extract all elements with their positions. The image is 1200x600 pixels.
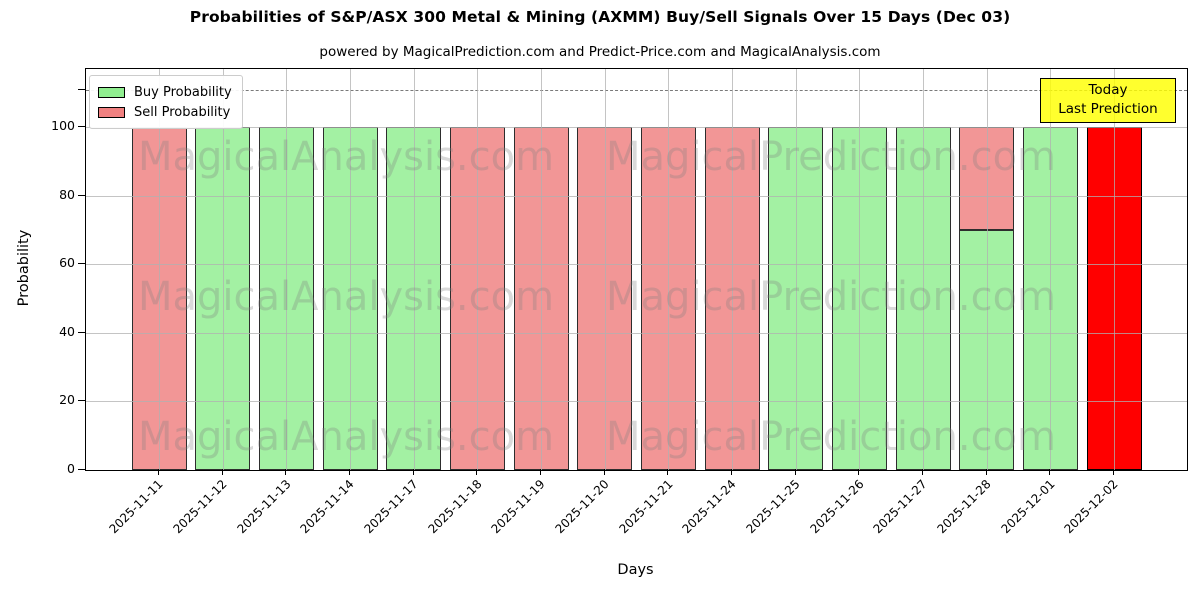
y-tick bbox=[78, 400, 85, 402]
today-annotation-line2: Last Prediction bbox=[1058, 101, 1158, 117]
horizontal-gridline bbox=[86, 401, 1187, 403]
vertical-gridline bbox=[604, 69, 606, 470]
x-tick bbox=[667, 469, 669, 475]
x-tick-label: 2025-11-24 bbox=[679, 477, 739, 537]
x-tick-label: 2025-11-13 bbox=[234, 477, 294, 537]
today-annotation-line1: Today bbox=[1088, 82, 1128, 98]
x-tick bbox=[858, 469, 860, 475]
x-tick bbox=[731, 469, 732, 475]
legend-item-sell: Sell Probability bbox=[98, 102, 232, 122]
vertical-gridline bbox=[923, 69, 924, 470]
chart-subtitle: powered by MagicalPrediction.com and Pre… bbox=[319, 44, 881, 60]
x-tick bbox=[540, 469, 541, 475]
sell-swatch bbox=[98, 106, 125, 118]
vertical-gridline bbox=[159, 69, 160, 470]
x-tick-label: 2025-11-25 bbox=[743, 477, 803, 537]
x-tick-label: 2025-11-27 bbox=[870, 477, 930, 537]
legend-label-buy: Buy Probability bbox=[134, 84, 232, 100]
x-tick-label: 2025-11-17 bbox=[361, 477, 421, 537]
y-tick bbox=[78, 88, 85, 90]
x-tick bbox=[794, 469, 796, 475]
today-annotation: Today Last Prediction bbox=[1040, 78, 1176, 123]
vertical-gridline bbox=[477, 69, 479, 470]
y-tick bbox=[78, 126, 85, 128]
vertical-gridline bbox=[350, 69, 351, 470]
x-tick bbox=[476, 469, 478, 475]
y-tick bbox=[78, 263, 85, 265]
plot-area: Buy Probability Sell Probability Today L… bbox=[85, 68, 1188, 471]
x-tick bbox=[349, 469, 350, 475]
vertical-gridline bbox=[413, 69, 415, 470]
x-tick-label: 2025-12-02 bbox=[1061, 477, 1121, 537]
vertical-gridline bbox=[859, 69, 861, 470]
y-tick-label: 20 bbox=[59, 392, 75, 408]
vertical-gridline bbox=[732, 69, 733, 470]
x-tick-label: 2025-11-14 bbox=[297, 477, 357, 537]
y-tick bbox=[78, 194, 85, 196]
legend-item-buy: Buy Probability bbox=[98, 82, 232, 102]
x-tick bbox=[412, 469, 414, 475]
x-tick-label: 2025-11-18 bbox=[425, 477, 485, 537]
x-tick bbox=[285, 469, 287, 475]
vertical-gridline bbox=[1050, 69, 1052, 470]
y-tick-label: 40 bbox=[59, 323, 75, 339]
x-tick-label: 2025-11-26 bbox=[807, 477, 867, 537]
horizontal-gridline bbox=[86, 332, 1187, 334]
vertical-gridline bbox=[222, 69, 224, 470]
x-tick-label: 2025-11-12 bbox=[170, 477, 230, 537]
x-tick bbox=[922, 469, 923, 475]
y-tick-label: 0 bbox=[67, 461, 75, 476]
x-tick-label: 2025-11-19 bbox=[488, 477, 548, 537]
vertical-gridline bbox=[541, 69, 542, 470]
y-tick-label: 60 bbox=[59, 255, 75, 271]
vertical-gridline bbox=[668, 69, 670, 470]
vertical-gridline bbox=[1114, 69, 1115, 470]
dashed-threshold-line bbox=[86, 89, 1187, 91]
legend: Buy Probability Sell Probability bbox=[89, 75, 243, 129]
x-tick bbox=[985, 469, 987, 475]
x-tick-label: 2025-11-20 bbox=[552, 477, 612, 537]
y-tick bbox=[78, 469, 85, 470]
vertical-gridline bbox=[986, 69, 988, 470]
x-tick bbox=[221, 469, 223, 475]
x-tick-label: 2025-12-01 bbox=[998, 477, 1058, 537]
x-axis-label: Days bbox=[617, 562, 654, 578]
y-tick bbox=[78, 331, 85, 333]
horizontal-gridline bbox=[86, 127, 1187, 129]
vertical-gridline bbox=[286, 69, 288, 470]
horizontal-gridline bbox=[86, 195, 1187, 197]
y-tick-label: 100 bbox=[51, 118, 75, 134]
vertical-gridline bbox=[795, 69, 797, 470]
x-tick bbox=[603, 469, 605, 475]
x-tick-label: 2025-11-28 bbox=[934, 477, 994, 537]
x-tick bbox=[1049, 469, 1051, 475]
x-tick bbox=[158, 469, 159, 475]
horizontal-gridline bbox=[86, 264, 1187, 266]
chart-title: Probabilities of S&P/ASX 300 Metal & Min… bbox=[189, 8, 1011, 26]
legend-label-sell: Sell Probability bbox=[134, 104, 231, 120]
x-tick-label: 2025-11-21 bbox=[616, 477, 676, 537]
y-tick-label: 80 bbox=[59, 186, 75, 202]
x-tick-label: 2025-11-11 bbox=[106, 477, 166, 537]
buy-swatch bbox=[98, 86, 125, 98]
x-tick bbox=[1113, 469, 1114, 475]
